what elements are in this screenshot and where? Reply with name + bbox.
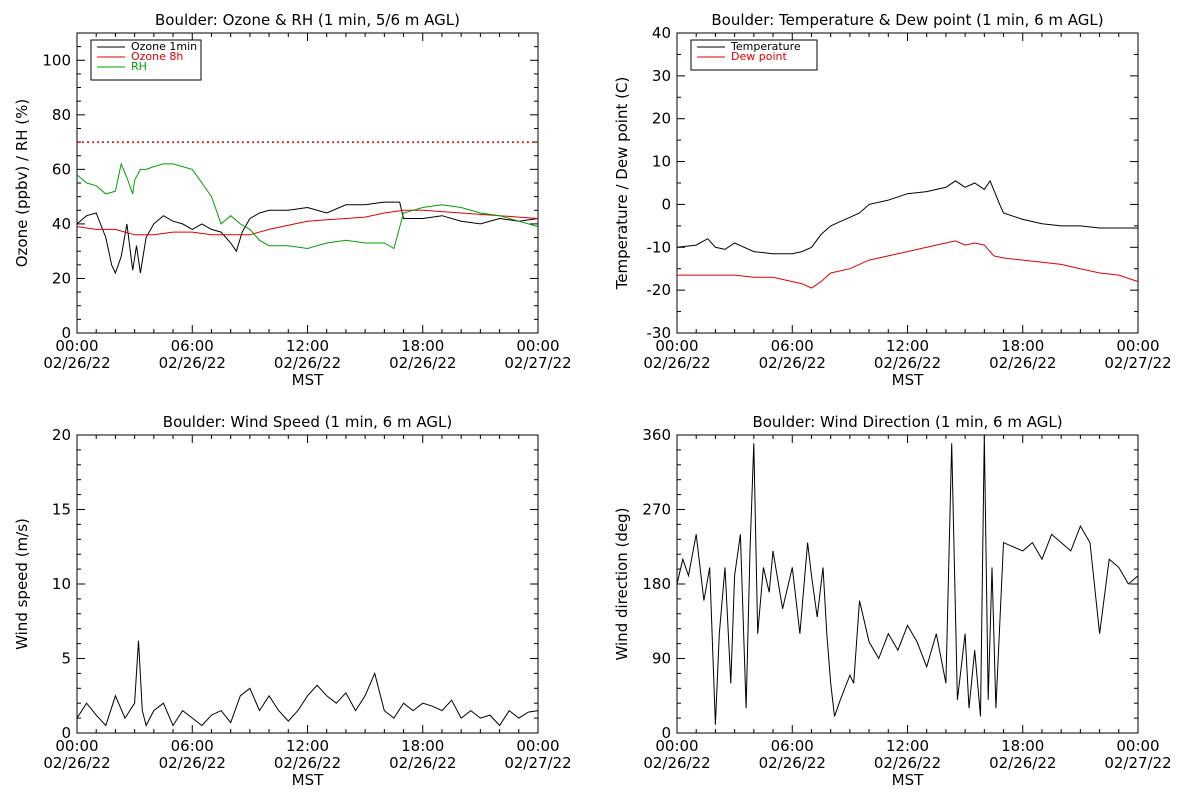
y-tick-label: 10 xyxy=(52,575,71,593)
x-tick-label: 12:00 xyxy=(286,737,329,755)
y-tick-label: 360 xyxy=(642,426,671,444)
legend-label: RH xyxy=(131,60,147,73)
x-tick-label: 18:00 xyxy=(1001,337,1044,355)
x-axis-label: MST xyxy=(892,371,924,389)
y-tick-label: 40 xyxy=(52,215,71,233)
chart-title: Boulder: Wind Speed (1 min, 6 m AGL) xyxy=(163,413,452,431)
legend-label: Ozone 8h xyxy=(131,50,183,63)
y-tick-label: 0 xyxy=(61,324,71,342)
y-tick-label: 40 xyxy=(652,24,671,42)
x-tick-date: 02/26/22 xyxy=(389,754,456,772)
chart-title: Boulder: Wind Direction (1 min, 6 m AGL) xyxy=(752,413,1062,431)
y-tick-label: 180 xyxy=(642,575,671,593)
x-tick-date: 02/26/22 xyxy=(759,754,826,772)
x-tick-date: 02/26/22 xyxy=(643,354,710,372)
y-tick-label: 10 xyxy=(652,153,671,171)
y-axis-label: Temperature / Dew point (C) xyxy=(613,77,631,291)
y-tick-label: 100 xyxy=(42,51,71,69)
y-tick-label: 0 xyxy=(61,724,71,742)
chart-title: Boulder: Temperature & Dew point (1 min,… xyxy=(711,11,1103,29)
x-tick-date: 02/26/22 xyxy=(643,754,710,772)
y-tick-label: 5 xyxy=(61,650,71,668)
y-tick-label: 270 xyxy=(642,501,671,519)
x-tick-date: 02/26/22 xyxy=(874,754,941,772)
x-tick-date: 02/27/22 xyxy=(504,354,571,372)
legend-box xyxy=(690,39,818,71)
x-tick-date: 02/26/22 xyxy=(274,354,341,372)
x-tick-date: 02/26/22 xyxy=(159,754,226,772)
y-tick-label: 20 xyxy=(652,110,671,128)
y-tick-label: 0 xyxy=(661,195,671,213)
series-dew-point xyxy=(677,240,1139,289)
x-axis-label: MST xyxy=(892,771,924,789)
x-tick-label: 00:00 xyxy=(55,337,98,355)
x-tick-date: 02/26/22 xyxy=(43,754,110,772)
y-tick-label: 80 xyxy=(52,106,71,124)
y-tick-label: 0 xyxy=(661,724,671,742)
x-tick-label: 12:00 xyxy=(886,337,929,355)
y-axis-label: Wind direction (deg) xyxy=(613,508,631,661)
x-tick-date: 02/26/22 xyxy=(874,354,941,372)
x-tick-date: 02/26/22 xyxy=(989,754,1056,772)
x-tick-label: 00:00 xyxy=(655,337,698,355)
x-tick-label: 00:00 xyxy=(655,737,698,755)
x-tick-label: 12:00 xyxy=(286,337,329,355)
legend-label: Dew point xyxy=(731,50,787,63)
series-rh xyxy=(76,162,539,250)
x-tick-label: 06:00 xyxy=(171,737,214,755)
x-tick-label: 06:00 xyxy=(771,737,814,755)
y-tick-label: -10 xyxy=(647,238,672,256)
y-tick-label: 90 xyxy=(652,650,671,668)
x-tick-date: 02/26/22 xyxy=(274,754,341,772)
y-axis-label: Wind speed (m/s) xyxy=(13,518,31,650)
x-tick-label: 18:00 xyxy=(401,337,444,355)
legend-label: Temperature xyxy=(730,40,801,53)
y-tick-label: 30 xyxy=(652,67,671,85)
x-tick-label: 18:00 xyxy=(401,737,444,755)
y-tick-label: 20 xyxy=(52,426,71,444)
y-tick-label: -20 xyxy=(647,281,672,299)
x-tick-label: 06:00 xyxy=(171,337,214,355)
chart-3: Boulder: Wind Direction (1 min, 6 m AGL)… xyxy=(613,413,1172,789)
series-line xyxy=(676,434,1139,725)
x-axis-label: MST xyxy=(292,371,324,389)
y-axis-label: Ozone (ppbv) / RH (%) xyxy=(13,99,31,268)
x-tick-label: 00:00 xyxy=(1116,337,1159,355)
chart-title: Boulder: Ozone & RH (1 min, 5/6 m AGL) xyxy=(155,11,460,29)
x-tick-date: 02/27/22 xyxy=(1104,754,1171,772)
x-tick-label: 12:00 xyxy=(886,737,929,755)
x-tick-label: 18:00 xyxy=(1001,737,1044,755)
x-tick-label: 00:00 xyxy=(55,737,98,755)
x-tick-date: 02/26/22 xyxy=(759,354,826,372)
y-tick-label: 60 xyxy=(52,160,71,178)
x-tick-date: 02/26/22 xyxy=(389,354,456,372)
x-tick-date: 02/27/22 xyxy=(1104,354,1171,372)
legend-label: Ozone 1min xyxy=(131,40,197,53)
series-ozone-8h xyxy=(76,209,539,236)
series-line xyxy=(76,640,539,727)
y-tick-label: 20 xyxy=(52,269,71,287)
series-ozone-1min xyxy=(76,201,539,275)
x-tick-label: 00:00 xyxy=(516,737,559,755)
x-tick-label: 00:00 xyxy=(1116,737,1159,755)
x-tick-date: 02/27/22 xyxy=(504,754,571,772)
y-tick-label: 15 xyxy=(52,501,71,519)
y-tick-label: -30 xyxy=(647,324,672,342)
x-tick-date: 02/26/22 xyxy=(159,354,226,372)
x-tick-date: 02/26/22 xyxy=(989,354,1056,372)
chart-1: Boulder: Temperature & Dew point (1 min,… xyxy=(613,11,1172,389)
x-tick-label: 00:00 xyxy=(516,337,559,355)
series-temperature xyxy=(676,179,1138,255)
x-axis-label: MST xyxy=(292,771,324,789)
chart-2: Boulder: Wind Speed (1 min, 6 m AGL) 0 5 10… xyxy=(13,413,572,789)
x-tick-date: 02/26/22 xyxy=(43,354,110,372)
x-tick-label: 06:00 xyxy=(771,337,814,355)
chart-0: Boulder: Ozone & RH (1 min, 5/6 m AGL)02… xyxy=(13,11,572,389)
